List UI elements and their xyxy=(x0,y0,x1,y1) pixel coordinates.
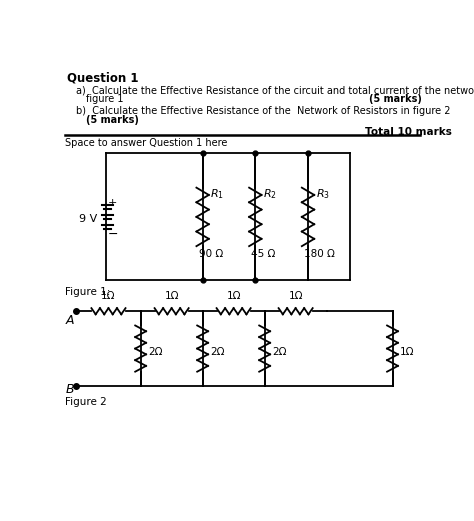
Text: 2Ω: 2Ω xyxy=(148,346,163,357)
Text: b)  Calculate the Effective Resistance of the  Network of Resistors in figure 2: b) Calculate the Effective Resistance of… xyxy=(76,106,451,116)
Text: (5 marks): (5 marks) xyxy=(86,115,138,125)
Text: 1Ω: 1Ω xyxy=(400,346,415,357)
Text: 45 Ω: 45 Ω xyxy=(251,249,276,259)
Text: 2Ω: 2Ω xyxy=(273,346,287,357)
Text: B: B xyxy=(65,383,74,396)
Text: Question 1: Question 1 xyxy=(67,72,138,85)
Text: Figure 2: Figure 2 xyxy=(65,398,107,407)
Text: A: A xyxy=(65,314,74,327)
Text: 90 Ω: 90 Ω xyxy=(199,249,223,259)
Text: $R_2$: $R_2$ xyxy=(263,187,277,201)
Text: Figure 1:: Figure 1: xyxy=(65,287,111,296)
Text: Space to answer Question 1 here: Space to answer Question 1 here xyxy=(65,138,228,148)
Text: −: − xyxy=(107,228,118,241)
Text: 9 V: 9 V xyxy=(79,214,97,224)
Text: 1Ω: 1Ω xyxy=(288,291,303,301)
Text: $R_1$: $R_1$ xyxy=(210,187,224,201)
Text: 1Ω: 1Ω xyxy=(101,291,116,301)
Text: 1Ω: 1Ω xyxy=(164,291,179,301)
Text: 180 Ω: 180 Ω xyxy=(304,249,335,259)
Text: 2Ω: 2Ω xyxy=(210,346,225,357)
Text: 1Ω: 1Ω xyxy=(227,291,241,301)
Text: a)  Calculate the Effective Resistance of the circuit and total current of the n: a) Calculate the Effective Resistance of… xyxy=(76,85,474,96)
Text: +: + xyxy=(107,199,117,208)
Text: Total 10 marks: Total 10 marks xyxy=(365,127,452,137)
Text: figure 1: figure 1 xyxy=(86,94,123,104)
Text: $R_3$: $R_3$ xyxy=(316,187,330,201)
Text: (5 marks): (5 marks) xyxy=(369,94,422,104)
